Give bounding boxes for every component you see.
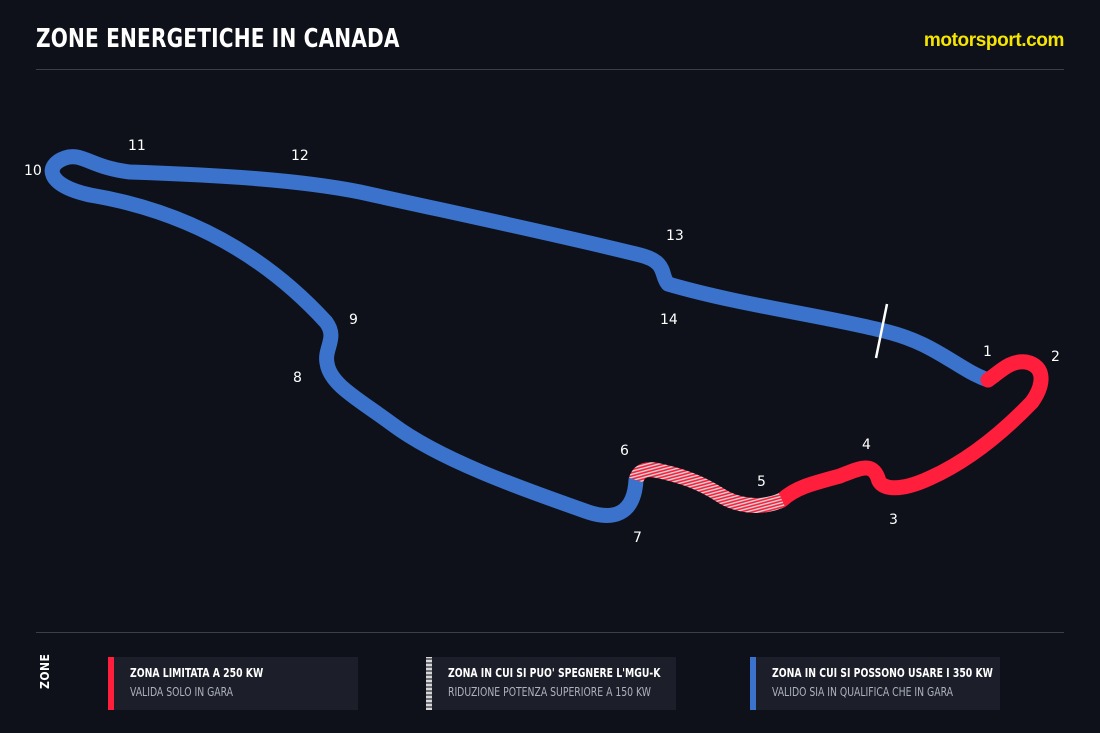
legend-item-mguk-zone: ZONA IN CUI SI PUO' SPEGNERE L'MGU-K RID… [426,657,676,710]
header-divider [36,69,1064,70]
turn-number: 1 [983,344,992,360]
track-map: 1 2 3 4 5 6 7 8 9 10 11 12 13 14 [24,138,1060,546]
turn-number: 13 [666,228,684,244]
legend-item-title: ZONA LIMITATA A 250 KW [130,666,264,680]
turn-number: 6 [620,443,629,459]
track-full-power-zone [44,149,996,523]
limited-zone-swatch [108,657,114,710]
legend-item-subtitle: VALIDO SIA IN QUALIFICA CHE IN GARA [772,685,953,699]
turn-number: 5 [757,474,766,490]
start-finish-line [874,303,889,359]
turn-number: 2 [1051,349,1060,365]
turn-number: 11 [128,138,146,154]
turn-number: 9 [349,312,358,328]
turn-number: 14 [660,312,678,328]
page-title: ZONE ENERGETICHE IN CANADA [36,24,400,54]
legend-divider [36,632,1064,633]
track-mguk-off-zone [628,462,786,513]
turn-number: 7 [633,530,642,546]
mguk-zone-swatch [426,657,432,710]
legend-item-subtitle: VALIDA SOLO IN GARA [130,685,234,699]
legend-item-full-power-zone: ZONA IN CUI SI POSSONO USARE I 350 KW VA… [750,657,1000,710]
full-power-zone-swatch [750,657,756,710]
legend-item-title: ZONA IN CUI SI PUO' SPEGNERE L'MGU-K [448,666,661,680]
turn-number: 10 [24,163,42,179]
legend-title: ZONE [38,653,52,689]
turn-number: 3 [889,512,898,528]
legend-item-subtitle: RIDUZIONE POTENZA SUPERIORE A 150 KW [448,685,651,699]
turn-number: 12 [291,148,309,164]
turn-number: 4 [862,437,871,453]
track-limited-zone [774,354,1049,508]
legend-item-title: ZONA IN CUI SI POSSONO USARE I 350 KW [772,666,993,680]
brand-logo: motorsport.com [923,30,1064,51]
turn-number: 8 [293,370,302,386]
legend-item-limited-zone: ZONA LIMITATA A 250 KW VALIDA SOLO IN GA… [108,657,358,710]
